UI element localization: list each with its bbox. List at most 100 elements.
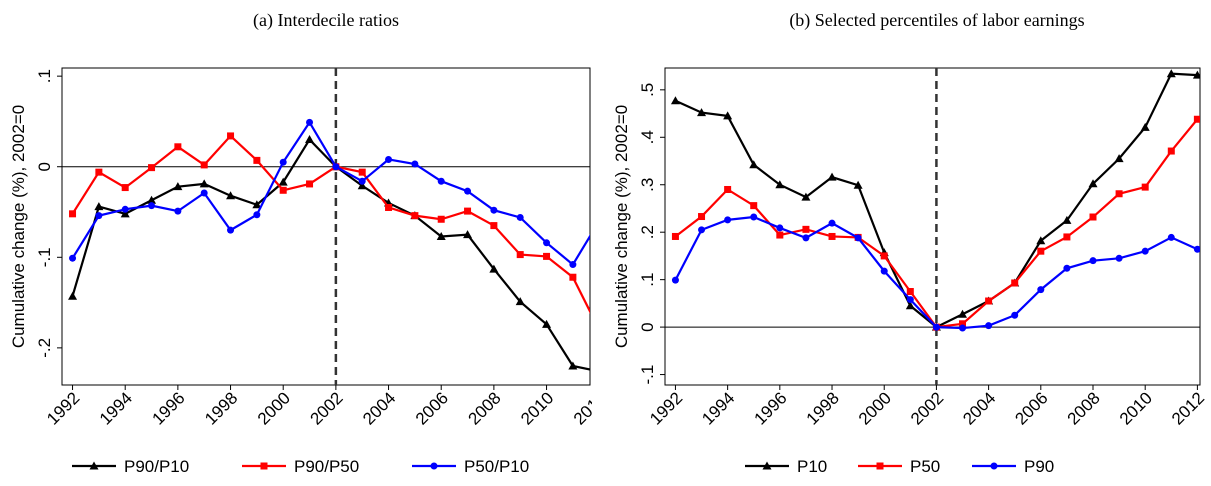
x-tick-label: 1994 (698, 388, 738, 428)
marker (776, 231, 784, 239)
marker (174, 207, 182, 215)
marker (227, 226, 235, 234)
chart-title: (b) Selected percentiles of labor earnin… (789, 10, 1084, 31)
x-tick-label: 1998 (803, 388, 843, 428)
marker (200, 189, 208, 197)
marker (436, 231, 446, 240)
x-tick-label: 1998 (201, 388, 241, 428)
marker (543, 252, 551, 260)
marker (278, 177, 288, 186)
y-tick-label: .1 (35, 69, 54, 83)
marker (1036, 236, 1046, 245)
marker (1192, 70, 1200, 79)
marker (227, 132, 235, 140)
marker (596, 218, 603, 225)
x-tick-label: 2012 (570, 388, 610, 428)
marker (332, 163, 340, 171)
y-tick-label: -.1 (638, 365, 657, 385)
y-tick-label: -.2 (35, 338, 54, 358)
legend-symbol (762, 461, 772, 470)
x-tick-label: 2012 (1168, 388, 1208, 428)
legend-marker (430, 462, 438, 470)
legend-symbol (89, 461, 99, 470)
marker (723, 111, 733, 120)
legend-marker (990, 462, 998, 470)
legend-label: P90/P50 (294, 457, 359, 476)
legend-label: P50/P10 (464, 457, 529, 476)
marker (148, 164, 156, 172)
marker (568, 361, 578, 370)
legend-symbol (430, 462, 438, 470)
marker (226, 191, 236, 200)
legend-marker (89, 461, 99, 470)
marker (69, 254, 77, 262)
marker (305, 135, 315, 144)
marker (385, 203, 393, 211)
marker (905, 301, 915, 310)
marker (121, 205, 129, 213)
marker (959, 320, 967, 328)
marker (671, 276, 679, 284)
marker (1063, 264, 1071, 272)
y-tick-label: 0 (35, 162, 54, 171)
y-tick-label: -.1 (35, 247, 54, 267)
marker (827, 172, 837, 181)
marker (489, 264, 499, 273)
marker (1011, 279, 1019, 287)
marker (750, 213, 758, 221)
y-tick-label: .4 (638, 130, 657, 144)
marker (437, 215, 445, 223)
marker (253, 211, 261, 219)
y-tick-label: .2 (638, 225, 657, 239)
marker (357, 181, 367, 190)
x-tick-label: 2010 (517, 388, 557, 428)
marker (1011, 311, 1019, 319)
marker (252, 200, 262, 209)
x-tick-label: 2008 (1064, 388, 1104, 428)
marker (958, 309, 968, 318)
marker (1193, 115, 1200, 123)
marker (253, 156, 261, 164)
marker (1167, 233, 1175, 241)
marker (1166, 69, 1176, 78)
marker (306, 118, 314, 126)
legend-symbol (876, 462, 884, 470)
marker (1141, 247, 1149, 255)
marker (385, 155, 393, 163)
x-tick-label: 1996 (750, 388, 790, 428)
marker (775, 180, 785, 189)
y-axis-label: Cumulative change (%), 2002=0 (9, 105, 28, 348)
marker (959, 324, 967, 332)
x-tick-label: 2008 (465, 388, 505, 428)
marker (1141, 183, 1149, 191)
panel: (a) Interdecile ratios Cumulative change … (9, 10, 610, 476)
marker (1114, 154, 1124, 163)
marker (411, 212, 419, 220)
marker (68, 291, 78, 300)
marker (279, 186, 287, 194)
marker (671, 232, 679, 240)
x-tick-label: 1992 (646, 388, 686, 428)
marker (148, 202, 156, 210)
y-tick-label: .3 (638, 178, 657, 192)
plot-frame (61, 67, 591, 386)
marker (569, 273, 577, 281)
legend-symbol (990, 462, 998, 470)
marker (750, 202, 758, 210)
y-axis-label: Cumulative change (%), 2002=0 (612, 105, 631, 348)
x-tick-label: 1992 (43, 388, 83, 428)
marker (854, 234, 862, 242)
marker (801, 192, 811, 201)
marker (698, 213, 706, 221)
legend-marker (260, 462, 268, 470)
y-tick-label: 0 (638, 322, 657, 331)
marker (120, 209, 130, 218)
marker (1037, 286, 1045, 294)
x-tick-label: 2000 (254, 388, 294, 428)
marker (95, 168, 103, 176)
marker (95, 212, 103, 220)
marker (464, 187, 472, 195)
plot-frame (664, 67, 1201, 386)
marker (1088, 179, 1098, 188)
